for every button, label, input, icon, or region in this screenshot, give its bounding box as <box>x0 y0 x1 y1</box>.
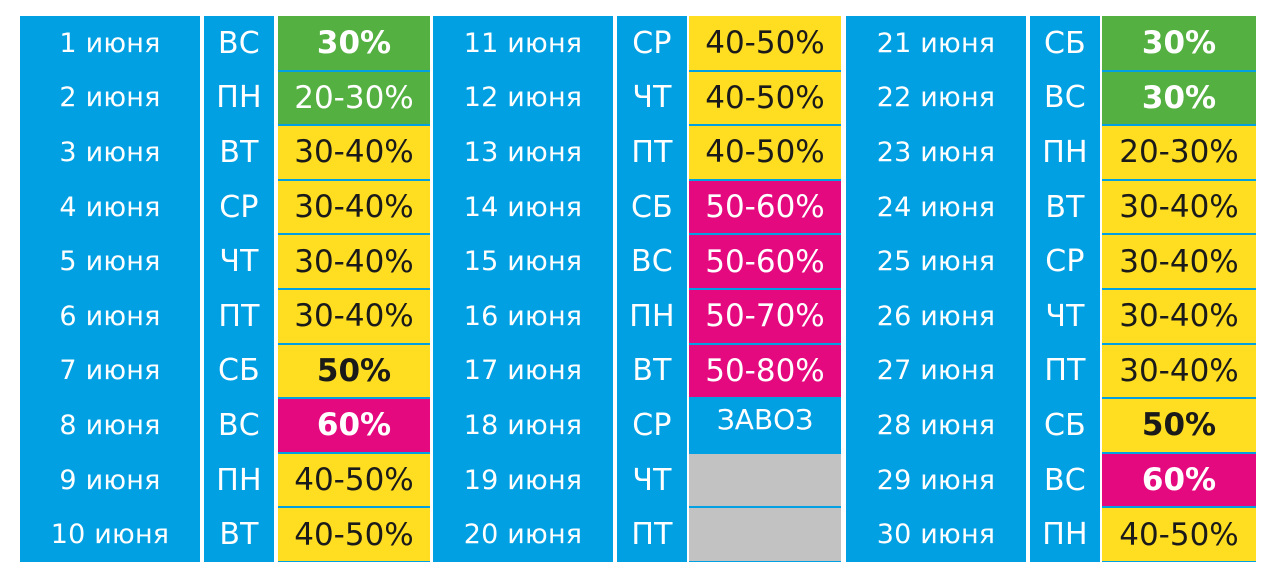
discount-cell: 60% <box>278 399 430 452</box>
weekday-label: ВТ <box>632 353 672 389</box>
discount-cell: 30% <box>278 16 430 70</box>
date-label: 18 июня <box>463 409 583 441</box>
weekday-label: ПН <box>216 462 262 498</box>
weekday-label: ПТ <box>1044 353 1086 389</box>
weekday-label: СР <box>1045 244 1085 280</box>
discount-cell: 30-40% <box>278 290 430 343</box>
discount-cell: 30% <box>1102 71 1256 125</box>
weekday-label: ВС <box>218 25 260 61</box>
weekday-label: ПН <box>1042 517 1088 553</box>
date-column <box>20 16 200 562</box>
date-column <box>846 16 1026 562</box>
weekday-label: ВС <box>1044 462 1086 498</box>
discount-cell: 50-70% <box>689 290 841 343</box>
date-label: 10 июня <box>50 519 170 551</box>
weekday-label: ПТ <box>218 298 260 334</box>
date-label: 15 июня <box>463 246 583 278</box>
date-label: 14 июня <box>463 191 583 223</box>
weekday-label: СБ <box>631 189 673 225</box>
weekday-label: ПН <box>629 298 675 334</box>
date-label: 30 июня <box>876 519 996 551</box>
date-label: 1 июня <box>59 27 161 59</box>
discount-cell: 50-60% <box>689 235 841 288</box>
discount-cell: 60% <box>1102 453 1256 507</box>
weekday-label: СБ <box>1044 25 1086 61</box>
weekday-label: ВТ <box>219 517 259 553</box>
empty-cell <box>689 508 841 561</box>
date-label: 20 июня <box>463 519 583 551</box>
discount-cell: 30-40% <box>1102 180 1256 234</box>
date-label: 24 июня <box>876 191 996 223</box>
weekday-label: ЧТ <box>632 462 672 498</box>
date-label: 2 июня <box>59 82 161 114</box>
date-label: 7 июня <box>59 355 161 387</box>
discount-cell: 30-40% <box>278 126 430 179</box>
discount-cell: 40-50% <box>689 71 841 125</box>
weekday-label: СР <box>632 407 672 443</box>
weekday-label: ПН <box>216 80 262 116</box>
weekday-label: ПН <box>1042 134 1088 170</box>
discount-cell: 30-40% <box>1102 290 1256 343</box>
date-label: 17 июня <box>463 355 583 387</box>
discount-cell: 40-50% <box>689 126 841 179</box>
date-label: 13 июня <box>463 136 583 168</box>
empty-cell <box>689 453 841 507</box>
weekday-label: ПТ <box>631 517 673 553</box>
date-label: 3 июня <box>59 136 161 168</box>
date-label: 23 июня <box>876 136 996 168</box>
date-label: 29 июня <box>876 464 996 496</box>
weekday-label: СР <box>219 189 259 225</box>
date-label: 4 июня <box>59 191 161 223</box>
weekday-label: ВС <box>1044 80 1086 116</box>
weekday-column <box>204 16 274 562</box>
discount-cell: 40-50% <box>689 16 841 70</box>
date-label: 16 июня <box>463 300 583 332</box>
weekday-column <box>1030 16 1100 562</box>
weekday-label: СР <box>632 25 672 61</box>
discount-cell: 50% <box>1102 399 1256 452</box>
discount-cell: 50-60% <box>689 180 841 234</box>
weekday-label: ВС <box>631 244 673 280</box>
date-label: 11 июня <box>463 27 583 59</box>
discount-cell: 40-50% <box>278 453 430 507</box>
date-label: 26 июня <box>876 300 996 332</box>
discount-cell: 20-30% <box>1102 126 1256 179</box>
discount-cell: 30-40% <box>278 235 430 288</box>
weekday-label: СБ <box>218 353 260 389</box>
discount-calendar: 1 июня ВС 30% 2 июня ПН 20-30% 3 июня ВТ 30-40% 4… <box>20 16 1256 562</box>
discount-cell: 30% <box>1102 16 1256 70</box>
weekday-label: ВТ <box>1045 189 1085 225</box>
weekday-label: ЧТ <box>219 244 259 280</box>
date-label: 25 июня <box>876 246 996 278</box>
discount-cell: ЗАВОЗ <box>689 399 841 452</box>
discount-cell: 50-80% <box>689 344 841 398</box>
weekday-column <box>617 16 687 562</box>
discount-cell: 20-30% <box>278 71 430 125</box>
discount-cell: 40-50% <box>1102 508 1256 561</box>
date-column <box>433 16 613 562</box>
date-label: 6 июня <box>59 300 161 332</box>
discount-cell: 30-40% <box>1102 344 1256 398</box>
date-label: 21 июня <box>876 27 996 59</box>
weekday-label: ЧТ <box>1045 298 1085 334</box>
discount-cell: 30-40% <box>1102 235 1256 288</box>
discount-cell: 30-40% <box>278 180 430 234</box>
weekday-label: ВС <box>218 407 260 443</box>
date-label: 5 июня <box>59 246 161 278</box>
date-label: 9 июня <box>59 464 161 496</box>
date-label: 19 июня <box>463 464 583 496</box>
discount-cell: 50% <box>278 344 430 398</box>
date-label: 12 июня <box>463 82 583 114</box>
date-label: 22 июня <box>876 82 996 114</box>
weekday-label: ЧТ <box>632 80 672 116</box>
weekday-label: ВТ <box>219 134 259 170</box>
discount-cell: 40-50% <box>278 508 430 561</box>
date-label: 28 июня <box>876 409 996 441</box>
weekday-label: СБ <box>1044 407 1086 443</box>
date-label: 8 июня <box>59 409 161 441</box>
weekday-label: ПТ <box>631 134 673 170</box>
date-label: 27 июня <box>876 355 996 387</box>
